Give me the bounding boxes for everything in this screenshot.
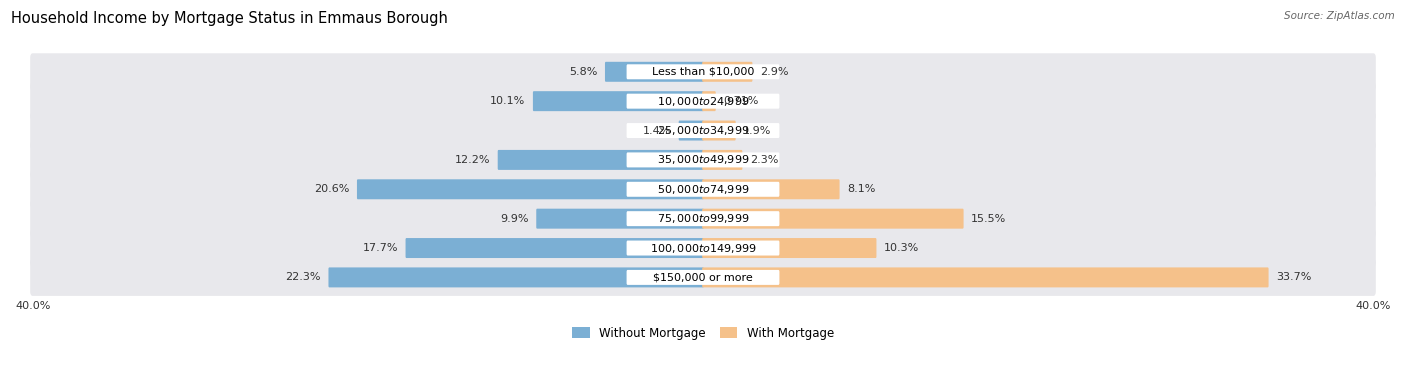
Text: 2.9%: 2.9% [761,67,789,77]
FancyBboxPatch shape [627,93,779,109]
Text: $10,000 to $24,999: $10,000 to $24,999 [657,95,749,108]
Text: $100,000 to $149,999: $100,000 to $149,999 [650,242,756,254]
FancyBboxPatch shape [30,171,1376,208]
FancyBboxPatch shape [533,91,704,111]
FancyBboxPatch shape [627,182,779,197]
Text: 1.9%: 1.9% [744,126,772,136]
Text: 10.3%: 10.3% [884,243,920,253]
Text: $25,000 to $34,999: $25,000 to $34,999 [657,124,749,137]
Text: 15.5%: 15.5% [972,214,1007,224]
FancyBboxPatch shape [702,267,1268,287]
Text: 8.1%: 8.1% [848,184,876,194]
FancyBboxPatch shape [536,209,704,228]
Text: 2.3%: 2.3% [749,155,779,165]
Text: $75,000 to $99,999: $75,000 to $99,999 [657,212,749,225]
FancyBboxPatch shape [30,200,1376,237]
FancyBboxPatch shape [627,241,779,256]
FancyBboxPatch shape [702,179,839,199]
FancyBboxPatch shape [405,238,704,258]
Text: 22.3%: 22.3% [285,273,321,282]
FancyBboxPatch shape [627,211,779,226]
Text: 12.2%: 12.2% [454,155,491,165]
FancyBboxPatch shape [605,62,704,82]
Text: Household Income by Mortgage Status in Emmaus Borough: Household Income by Mortgage Status in E… [11,11,449,26]
Text: 20.6%: 20.6% [314,184,350,194]
Text: Source: ZipAtlas.com: Source: ZipAtlas.com [1284,11,1395,21]
Text: 1.4%: 1.4% [643,126,671,136]
Text: Less than $10,000: Less than $10,000 [652,67,754,77]
FancyBboxPatch shape [702,91,716,111]
FancyBboxPatch shape [30,53,1376,90]
Text: $35,000 to $49,999: $35,000 to $49,999 [657,153,749,166]
FancyBboxPatch shape [627,64,779,79]
FancyBboxPatch shape [627,270,779,285]
Text: $50,000 to $74,999: $50,000 to $74,999 [657,183,749,196]
FancyBboxPatch shape [30,230,1376,267]
Text: 33.7%: 33.7% [1277,273,1312,282]
FancyBboxPatch shape [357,179,704,199]
FancyBboxPatch shape [498,150,704,170]
FancyBboxPatch shape [627,152,779,167]
FancyBboxPatch shape [702,62,752,82]
FancyBboxPatch shape [329,267,704,287]
FancyBboxPatch shape [30,83,1376,120]
FancyBboxPatch shape [702,209,963,228]
FancyBboxPatch shape [702,121,735,141]
FancyBboxPatch shape [702,150,742,170]
Text: 10.1%: 10.1% [491,96,526,106]
FancyBboxPatch shape [30,259,1376,296]
Text: 0.71%: 0.71% [723,96,759,106]
Text: 5.8%: 5.8% [569,67,598,77]
Legend: Without Mortgage, With Mortgage: Without Mortgage, With Mortgage [567,322,839,344]
Text: $150,000 or more: $150,000 or more [654,273,752,282]
FancyBboxPatch shape [679,121,704,141]
FancyBboxPatch shape [702,238,876,258]
FancyBboxPatch shape [627,123,779,138]
FancyBboxPatch shape [30,112,1376,149]
Text: 17.7%: 17.7% [363,243,398,253]
Text: 9.9%: 9.9% [501,214,529,224]
FancyBboxPatch shape [30,141,1376,178]
